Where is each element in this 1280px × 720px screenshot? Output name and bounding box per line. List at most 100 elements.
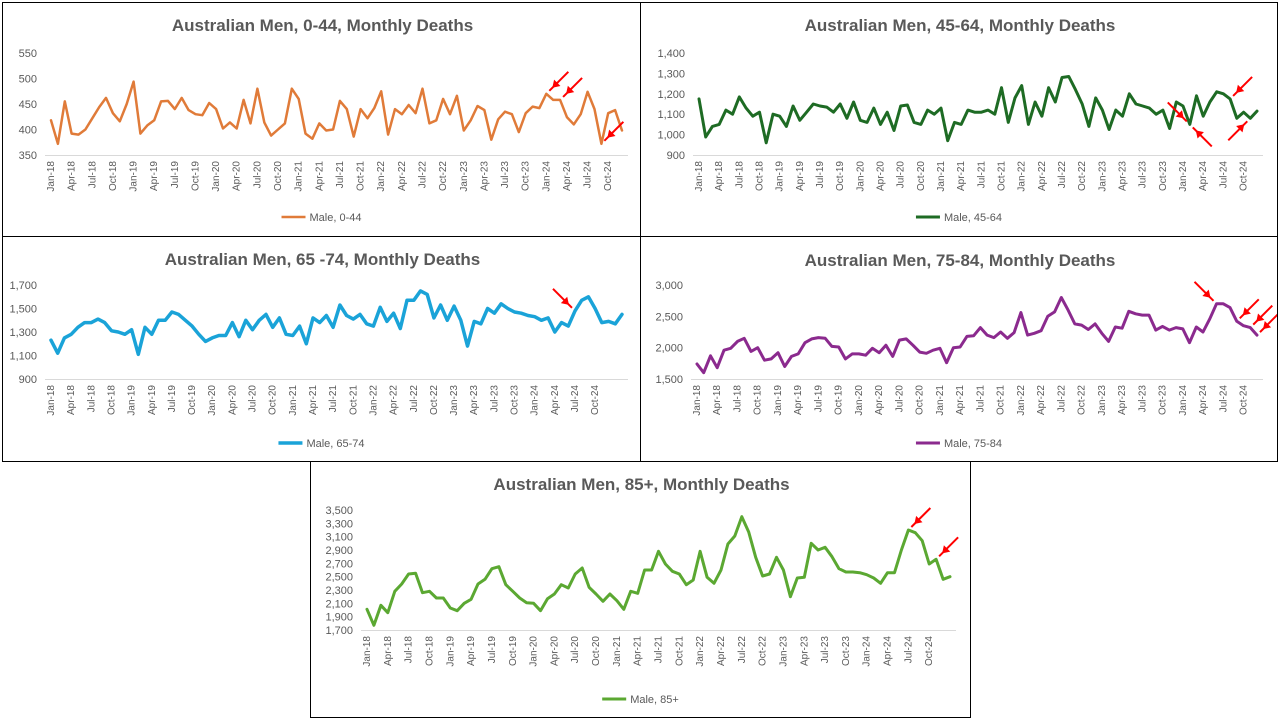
x-tick-label: Jul-20 xyxy=(896,161,907,189)
chart-panel-75-84: Australian Men, 75-84, Monthly Deaths 1,5… xyxy=(640,236,1278,462)
x-tick-label: Jul-23 xyxy=(820,636,831,664)
annotation-arrow xyxy=(1193,281,1215,302)
annotation-arrow xyxy=(562,77,583,98)
x-tick-label: Jan-23 xyxy=(1097,385,1108,416)
x-tick-label: Jan-21 xyxy=(936,161,947,192)
x-tick-label: Jan-18 xyxy=(46,161,57,192)
x-tick-label: Apr-22 xyxy=(716,636,727,666)
x-tick-label: Jul-19 xyxy=(813,385,824,413)
legend-label: Male, 85+ xyxy=(630,694,679,706)
chart-panel-65-74: Australian Men, 65 -74, Monthly Deaths 90… xyxy=(2,236,641,462)
x-tick-label: Jul-18 xyxy=(734,161,745,189)
x-tick-label: Jan-21 xyxy=(294,161,305,192)
legend: Male, 65-74 xyxy=(278,438,365,450)
x-tick-label: Oct-23 xyxy=(1158,161,1169,191)
x-tick-label: Jul-20 xyxy=(570,636,581,664)
annotation-arrow xyxy=(1259,313,1277,333)
y-tick-label: 1,100 xyxy=(9,351,37,363)
x-tick-label: Oct-18 xyxy=(424,636,435,666)
x-tick-label: Oct-18 xyxy=(755,161,766,191)
x-tick-label: Jul-24 xyxy=(1218,385,1229,413)
y-tick-label: 2,500 xyxy=(655,311,683,323)
x-tick-label: Oct-22 xyxy=(1077,161,1088,191)
chart-85-plus: Australian Men, 85+, Monthly Deaths 1,700… xyxy=(325,475,959,706)
legend: Male, 85+ xyxy=(602,694,679,706)
x-tick-label: Jul-19 xyxy=(815,161,826,189)
x-tick-label: Apr-19 xyxy=(149,161,160,191)
x-tick-label: Apr-18 xyxy=(383,636,394,666)
x-tick-label: Jul-21 xyxy=(975,385,986,413)
x-tick-label: Oct-19 xyxy=(835,161,846,191)
x-tick-label: Jan-21 xyxy=(935,385,946,416)
x-tick-label: Apr-23 xyxy=(479,161,490,191)
legend-label: Male, 45-64 xyxy=(944,212,1002,224)
y-tick-label: 2,000 xyxy=(655,343,683,355)
x-tick-label: Jan-20 xyxy=(854,385,865,416)
x-tick-label: Jan-22 xyxy=(1016,385,1027,416)
x-tick-label: Jul-21 xyxy=(976,161,987,189)
x-tick-label: Apr-23 xyxy=(1117,385,1128,415)
chart-panel-45-64: Australian Men, 45-64, Monthly Deaths 900… xyxy=(640,2,1278,237)
y-tick-label: 1,300 xyxy=(9,327,37,339)
x-tick-label: Apr-21 xyxy=(314,161,325,191)
x-tick-label: Jul-20 xyxy=(252,161,263,189)
x-tick-label: Apr-24 xyxy=(1198,161,1209,191)
series-line xyxy=(49,289,624,357)
y-tick-label: 2,300 xyxy=(325,585,353,597)
y-tick-label: 1,400 xyxy=(657,48,685,60)
x-tick-label: Jan-18 xyxy=(362,636,373,667)
x-tick-label: Jul-22 xyxy=(737,636,748,664)
legend: Male, 45-64 xyxy=(915,212,1002,224)
x-tick-label: Oct-23 xyxy=(521,161,532,191)
legend: Male, 0-44 xyxy=(281,212,361,224)
x-tick-label: Apr-22 xyxy=(1037,161,1048,191)
chart-title: Australian Men, 0-44, Monthly Deaths xyxy=(172,16,473,35)
x-tick-label: Jul-19 xyxy=(487,636,498,664)
series-line xyxy=(695,296,1259,375)
x-tick-label: Oct-18 xyxy=(753,385,764,415)
y-tick-label: 1,000 xyxy=(657,130,685,142)
y-tick-label: 1,900 xyxy=(325,612,353,624)
x-tick-label: Oct-19 xyxy=(834,385,845,415)
x-tick-label: Apr-19 xyxy=(793,385,804,415)
x-tick-label: Jan-19 xyxy=(129,161,140,192)
x-tick-label: Jan-19 xyxy=(445,636,456,667)
x-tick-label: Jan-22 xyxy=(1017,161,1028,192)
x-tick-label: Jan-19 xyxy=(127,385,138,416)
chart-title: Australian Men, 65 -74, Monthly Deaths xyxy=(165,250,481,269)
annotation-arrow xyxy=(548,71,570,92)
x-tick-label: Jul-24 xyxy=(903,636,914,664)
x-tick-label: Jan-21 xyxy=(612,636,623,667)
x-tick-label: Jan-18 xyxy=(692,385,703,416)
y-tick-label: 2,700 xyxy=(325,558,353,570)
y-tick-label: 550 xyxy=(19,48,37,60)
x-tick-label: Oct-18 xyxy=(108,161,119,191)
y-tick-label: 3,300 xyxy=(325,518,353,530)
x-tick-label: Jan-24 xyxy=(862,636,873,667)
y-tick-label: 1,100 xyxy=(657,109,685,121)
x-tick-label: Jan-19 xyxy=(773,385,784,416)
x-tick-label: Oct-20 xyxy=(916,161,927,191)
chart-0-44: Australian Men, 0-44, Monthly Deaths 350 4… xyxy=(19,16,628,224)
annotation-arrow xyxy=(1167,101,1188,123)
series-line xyxy=(365,515,952,627)
x-tick-label: Apr-18 xyxy=(66,385,77,415)
chart-panel-85-plus: Australian Men, 85+, Monthly Deaths 1,700… xyxy=(310,461,971,718)
y-tick-label: 3,100 xyxy=(325,532,353,544)
annotation-arrow xyxy=(910,507,932,528)
x-tick-label: Jul-20 xyxy=(894,385,905,413)
x-tick-label: Apr-21 xyxy=(633,636,644,666)
x-tick-label: Apr-23 xyxy=(1118,161,1129,191)
x-tick-label: Apr-23 xyxy=(799,636,810,666)
y-tick-label: 2,500 xyxy=(325,572,353,584)
y-tick-label: 450 xyxy=(19,99,37,111)
x-tick-label: Apr-20 xyxy=(232,161,243,191)
x-tick-label: Jan-23 xyxy=(778,636,789,667)
x-tick-label: Jul-23 xyxy=(1137,385,1148,413)
x-tick-label: Jul-21 xyxy=(654,636,665,664)
x-tick-label: Apr-21 xyxy=(308,385,319,415)
x-tick-label: Jan-18 xyxy=(46,385,57,416)
annotation-arrow xyxy=(1252,304,1273,326)
annotation-arrow xyxy=(1227,120,1248,141)
x-tick-label: Apr-18 xyxy=(712,385,723,415)
